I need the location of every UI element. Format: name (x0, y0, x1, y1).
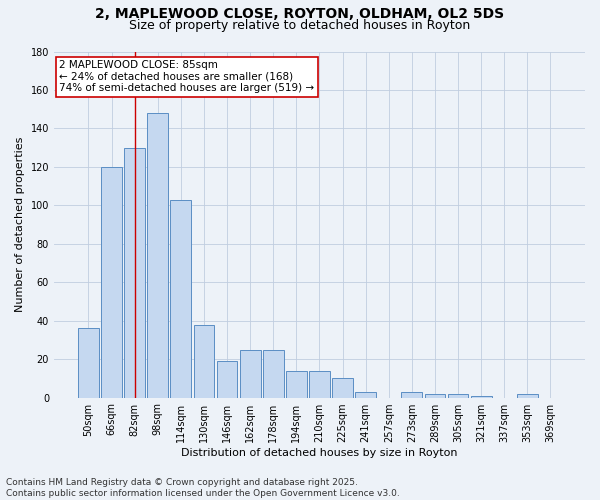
Bar (355, 392, 376, 398)
Bar (401, 392, 422, 398)
Y-axis label: Number of detached properties: Number of detached properties (15, 137, 25, 312)
Bar (263, 350, 284, 398)
Bar (471, 396, 491, 398)
Text: Contains HM Land Registry data © Crown copyright and database right 2025.
Contai: Contains HM Land Registry data © Crown c… (6, 478, 400, 498)
Bar (78, 328, 99, 398)
Bar (286, 370, 307, 398)
Bar (194, 324, 214, 398)
Bar (517, 394, 538, 398)
Bar (332, 378, 353, 398)
Bar (101, 167, 122, 398)
Bar (217, 361, 238, 398)
Text: 2 MAPLEWOOD CLOSE: 85sqm
← 24% of detached houses are smaller (168)
74% of semi-: 2 MAPLEWOOD CLOSE: 85sqm ← 24% of detach… (59, 60, 314, 94)
Text: 2, MAPLEWOOD CLOSE, ROYTON, OLDHAM, OL2 5DS: 2, MAPLEWOOD CLOSE, ROYTON, OLDHAM, OL2 … (95, 8, 505, 22)
Bar (148, 113, 168, 398)
X-axis label: Distribution of detached houses by size in Royton: Distribution of detached houses by size … (181, 448, 458, 458)
Bar (448, 394, 469, 398)
Bar (170, 200, 191, 398)
Bar (124, 148, 145, 398)
Bar (240, 350, 260, 398)
Text: Size of property relative to detached houses in Royton: Size of property relative to detached ho… (130, 19, 470, 32)
Bar (309, 370, 330, 398)
Bar (425, 394, 445, 398)
